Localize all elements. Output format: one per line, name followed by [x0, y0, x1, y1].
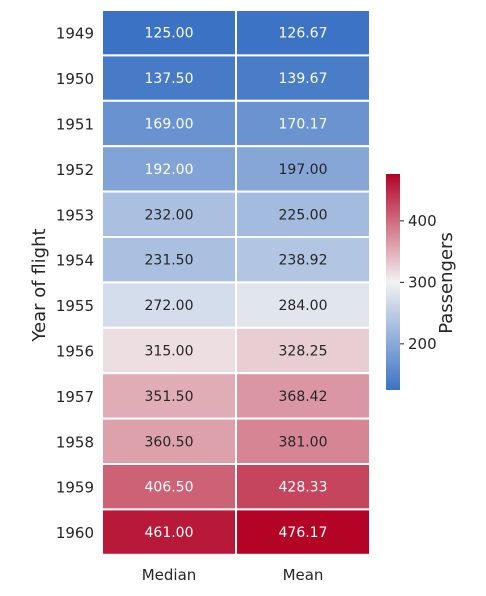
- heatmap-cell: [235, 463, 371, 511]
- cell-value-label: 225.00: [279, 207, 328, 223]
- cell-value-label: 461.00: [145, 525, 194, 541]
- row-tick-labels: 1949 1950 1951 1952 1953 1954 1955 1956 1957 1958…: [56, 25, 94, 542]
- heatmap-cell: [101, 417, 237, 466]
- cell-value-label: 360.50: [145, 434, 194, 450]
- cell-value-label: 406.50: [145, 480, 194, 496]
- cell-value-label: 381.00: [279, 434, 328, 450]
- colorbar-tick-label: 300: [408, 273, 437, 291]
- cell-value-label: 315.00: [145, 344, 194, 360]
- heatmap-cell: [235, 417, 371, 466]
- row-tick-label: 1957: [56, 388, 94, 406]
- colorbar-gradient: [386, 174, 400, 390]
- cell-value-label: 328.25: [279, 344, 328, 360]
- cell-value-label: 139.67: [279, 71, 328, 87]
- colorbar-label: Passengers: [436, 232, 457, 334]
- heatmap-cell: [101, 9, 237, 57]
- row-tick-label: 1955: [56, 297, 94, 315]
- colorbar: 200 300 400 Passengers: [386, 174, 457, 390]
- column-tick-label: Mean: [283, 566, 324, 584]
- heatmap-cell: [235, 372, 371, 420]
- heatmap-cell: [101, 508, 237, 556]
- heatmap-cell: [235, 145, 371, 193]
- row-tick-label: 1958: [56, 433, 94, 451]
- row-tick-label: 1951: [56, 116, 94, 134]
- cell-value-label: 231.50: [145, 253, 194, 269]
- row-tick-label: 1959: [56, 479, 94, 497]
- row-tick-label: 1949: [56, 25, 94, 43]
- cell-value-label: 476.17: [279, 525, 328, 541]
- cell-value-label: 272.00: [145, 298, 194, 314]
- heatmap-cell: [235, 9, 371, 57]
- column-tick-labels: Median Mean: [142, 566, 324, 584]
- cell-value-label: 232.00: [145, 207, 194, 223]
- row-tick-label: 1953: [56, 206, 94, 224]
- colorbar-tick-label: 200: [408, 335, 437, 353]
- row-tick-label: 1954: [56, 252, 94, 270]
- cell-value-label: 169.00: [145, 117, 194, 133]
- heatmap-cell: [235, 190, 371, 239]
- heatmap-cell: [235, 236, 371, 284]
- heatmap-cell: [235, 508, 371, 556]
- cell-value-label: 192.00: [145, 162, 194, 178]
- column-tick-label: Median: [142, 566, 197, 584]
- heatmap-cell: [235, 326, 371, 375]
- heatmap-cell: [235, 99, 371, 148]
- heatmap-cells: 125.00 126.67 137.50 139.67 169.00 170.17 192.…: [101, 9, 371, 556]
- row-tick-label: 1960: [56, 524, 94, 542]
- heatmap-cell: [235, 54, 371, 102]
- row-tick-label: 1956: [56, 343, 94, 361]
- row-tick-label: 1950: [56, 70, 94, 88]
- colorbar-tick-label: 400: [408, 212, 437, 230]
- cell-value-label: 197.00: [279, 162, 328, 178]
- cell-value-label: 126.67: [279, 26, 328, 42]
- cell-value-label: 284.00: [279, 298, 328, 314]
- heatmap-cell: [101, 463, 237, 511]
- cell-value-label: 170.17: [279, 117, 328, 133]
- cell-value-label: 137.50: [145, 71, 194, 87]
- cell-value-label: 351.50: [145, 389, 194, 405]
- cell-value-label: 428.33: [279, 480, 328, 496]
- heatmap-cell: [235, 281, 371, 329]
- colorbar-ticks: 200 300 400: [400, 212, 437, 353]
- cell-value-label: 368.42: [279, 389, 328, 405]
- y-axis-label: Year of flight: [29, 228, 50, 342]
- cell-value-label: 125.00: [145, 26, 194, 42]
- heatmap-cell: [101, 372, 237, 420]
- row-tick-label: 1952: [56, 161, 94, 179]
- cell-value-label: 238.92: [279, 253, 328, 269]
